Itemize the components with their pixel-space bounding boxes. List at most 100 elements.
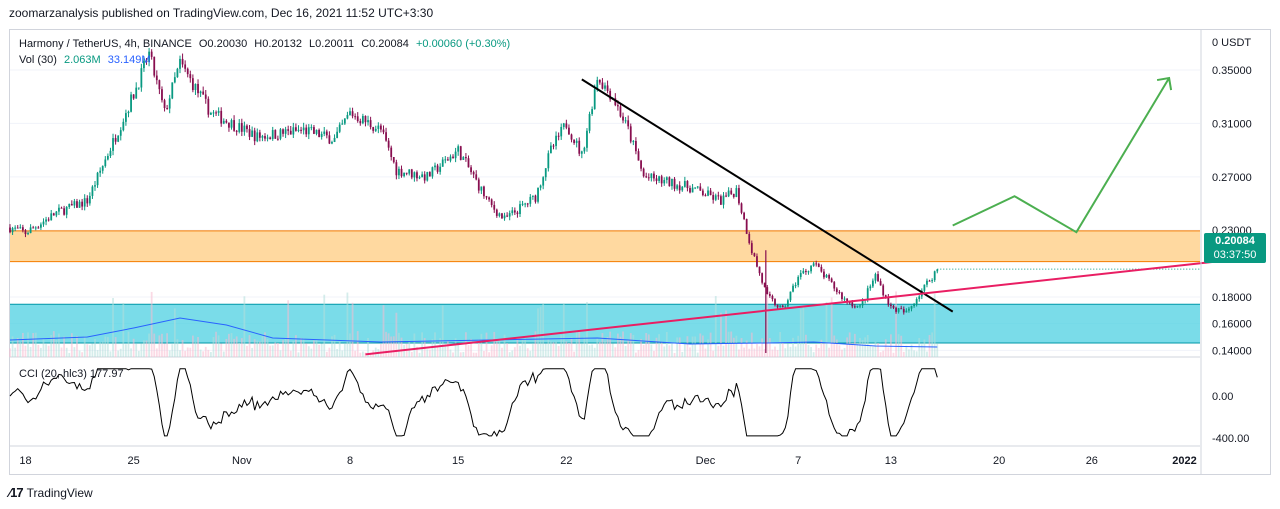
time-tick-label: Dec — [696, 455, 716, 467]
volume-bar — [199, 349, 202, 357]
candle-body — [841, 292, 843, 299]
candle-body — [714, 195, 717, 200]
candle-body — [99, 170, 102, 173]
volume-bar — [635, 352, 637, 357]
volume-bar — [529, 350, 532, 357]
volume-bar — [45, 344, 47, 357]
volume-bar — [310, 348, 313, 357]
volume-bar — [328, 347, 331, 357]
candle-body — [882, 285, 885, 296]
footer[interactable]: ⁄17 TradingView — [9, 485, 93, 500]
cci-label: CCI (20, hlc3) — [19, 368, 87, 380]
symbol-legend[interactable]: Harmony / TetherUS, 4h, BINANCE O0.20030… — [19, 36, 514, 68]
candle-body — [712, 195, 715, 200]
volume-bar — [642, 344, 645, 357]
volume-bar — [470, 338, 472, 357]
volume-bar — [714, 296, 717, 357]
volume-bar — [392, 336, 395, 357]
candle-body — [475, 174, 478, 180]
candle-body — [750, 243, 753, 254]
time-tick-label: 7 — [795, 455, 801, 467]
candle-body — [52, 213, 55, 216]
volume-bar — [841, 349, 843, 357]
candle-body — [720, 196, 722, 205]
volume-bar — [583, 336, 586, 357]
candle-body — [928, 280, 931, 282]
volume-bar — [717, 345, 720, 357]
candle-body — [650, 173, 653, 179]
volume-bar — [879, 352, 882, 357]
volume-bar — [864, 337, 867, 357]
candle-body — [140, 68, 143, 88]
candle-body — [300, 129, 302, 131]
volume-bar — [444, 344, 447, 357]
candle-body — [768, 294, 771, 296]
volume-bar — [181, 340, 184, 357]
candle-body — [228, 122, 230, 128]
cci-line — [9, 368, 938, 437]
candle-body — [369, 120, 372, 128]
candle-body — [655, 178, 658, 181]
volume-bar — [513, 347, 516, 357]
volume-bar — [428, 349, 431, 357]
time-tick-label: 26 — [1086, 455, 1098, 467]
volume-bar — [323, 294, 326, 357]
volume-bar — [21, 332, 24, 357]
trendlines — [365, 76, 1216, 356]
candle-body — [534, 195, 537, 202]
candle-body — [555, 135, 557, 146]
candle-body — [624, 120, 627, 122]
candle-body — [614, 98, 617, 106]
candle-body — [181, 58, 184, 65]
candle-body — [264, 136, 266, 139]
volume-bar — [658, 334, 660, 357]
volume-bar — [86, 344, 89, 357]
time-tick-label: 22 — [560, 455, 572, 467]
candle-body — [65, 207, 68, 215]
volume-bar — [148, 333, 150, 357]
candle-body — [570, 134, 573, 140]
candle-body — [60, 207, 63, 209]
volume-bar — [158, 335, 161, 357]
candle-body — [127, 111, 130, 114]
volume-bar — [696, 352, 699, 357]
zones — [10, 230, 1200, 344]
volume-bar — [246, 345, 248, 357]
time-tick-label: 20 — [993, 455, 1005, 467]
cci-legend[interactable]: CCI (20, hlc3) 177.97 — [19, 368, 124, 380]
candle-body — [797, 276, 800, 286]
candle-body — [653, 173, 655, 179]
volume-bar — [681, 351, 684, 357]
candle-body — [820, 266, 823, 272]
volume-bar — [709, 332, 712, 357]
candle-body — [385, 132, 387, 141]
volume-bar — [722, 345, 725, 357]
volume-bar — [537, 308, 539, 357]
candle-body — [537, 187, 539, 202]
volume-bar — [47, 345, 50, 357]
volume-bar — [305, 343, 308, 357]
volume-bar — [730, 331, 733, 357]
volume-bar — [117, 350, 120, 357]
candle-body — [398, 168, 400, 176]
candle-body — [364, 115, 367, 123]
volume-bar — [495, 341, 498, 357]
candle-body — [444, 159, 447, 161]
volume-bar — [101, 341, 104, 357]
candle-body — [202, 91, 205, 95]
volume-bar — [295, 335, 297, 357]
candle-body — [704, 195, 707, 197]
candle-body — [887, 296, 890, 305]
last-price-value: 0.20084 — [1215, 235, 1255, 247]
volume-bar — [346, 292, 349, 357]
volume-bar — [266, 339, 269, 357]
volume-bar — [874, 341, 877, 357]
volume-bar — [40, 347, 42, 357]
volume-bar — [251, 347, 254, 357]
candle-body — [323, 131, 326, 134]
volume-bar — [202, 351, 205, 357]
candle-body — [243, 125, 246, 132]
candle-body — [29, 227, 32, 234]
candle-body — [145, 60, 148, 63]
